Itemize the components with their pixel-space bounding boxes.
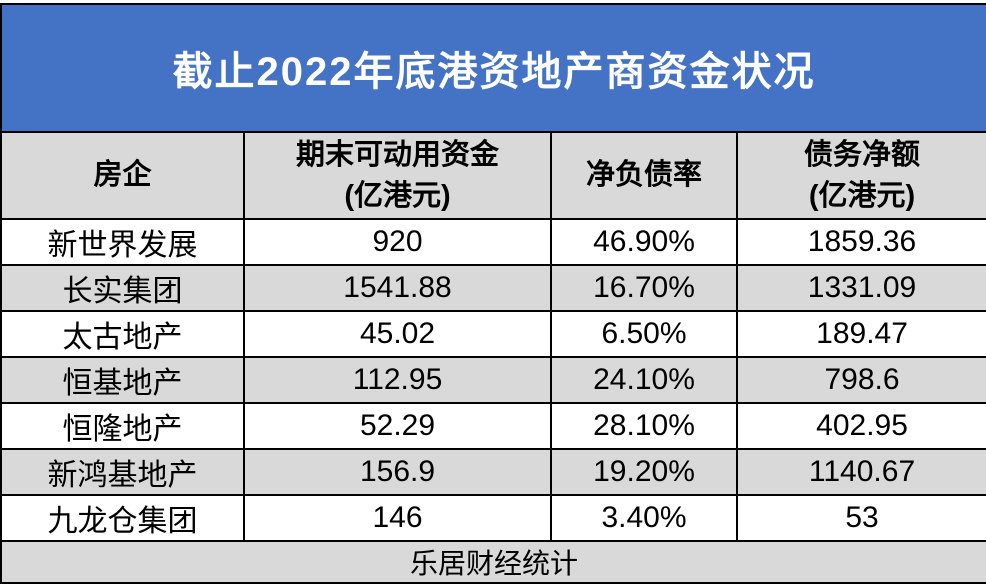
table-body: 新世界发展 920 46.90% 1859.36 长实集团 1541.88 16…	[0, 218, 986, 542]
available-funds-cell: 1541.88	[243, 264, 552, 312]
available-funds-cell: 146	[243, 494, 552, 542]
net-debt-cell: 402.95	[735, 402, 986, 450]
hk-developers-funding-table: 截止2022年底港资地产商资金状况 房企 期末可动用资金 (亿港元) 净负债率 …	[0, 3, 986, 584]
page-title: 截止2022年底港资地产商资金状况	[0, 3, 986, 133]
footer-row: 乐居财经统计	[0, 540, 986, 584]
company-cell: 新鸿基地产	[0, 448, 245, 496]
net-debt-ratio-cell: 3.40%	[550, 494, 738, 542]
column-header-company: 房企	[0, 131, 245, 220]
available-funds-cell: 45.02	[243, 310, 552, 358]
column-header-net-debt-ratio: 净负债率	[550, 131, 738, 220]
net-debt-cell: 53	[735, 494, 986, 542]
table-row: 长实集团 1541.88 16.70% 1331.09	[0, 264, 986, 312]
table-row: 新鸿基地产 156.9 19.20% 1140.67	[0, 448, 986, 496]
available-funds-cell: 156.9	[243, 448, 552, 496]
net-debt-ratio-cell: 28.10%	[550, 402, 738, 450]
table-row: 新世界发展 920 46.90% 1859.36	[0, 218, 986, 266]
net-debt-cell: 798.6	[735, 356, 986, 404]
table-row: 恒基地产 112.95 24.10% 798.6	[0, 356, 986, 404]
net-debt-cell: 1859.36	[735, 218, 986, 266]
company-cell: 长实集团	[0, 264, 245, 312]
net-debt-ratio-cell: 24.10%	[550, 356, 738, 404]
net-debt-cell: 1140.67	[735, 448, 986, 496]
company-cell: 恒隆地产	[0, 402, 245, 450]
company-cell: 九龙仓集团	[0, 494, 245, 542]
available-funds-cell: 112.95	[243, 356, 552, 404]
company-cell: 新世界发展	[0, 218, 245, 266]
column-header-available-funds: 期末可动用资金 (亿港元)	[243, 131, 552, 220]
net-debt-ratio-cell: 19.20%	[550, 448, 738, 496]
source-note: 乐居财经统计	[0, 540, 986, 584]
net-debt-ratio-cell: 16.70%	[550, 264, 738, 312]
table-row: 太古地产 45.02 6.50% 189.47	[0, 310, 986, 358]
available-funds-cell: 52.29	[243, 402, 552, 450]
available-funds-cell: 920	[243, 218, 552, 266]
company-cell: 太古地产	[0, 310, 245, 358]
table-row: 九龙仓集团 146 3.40% 53	[0, 494, 986, 542]
net-debt-cell: 189.47	[735, 310, 986, 358]
company-cell: 恒基地产	[0, 356, 245, 404]
net-debt-ratio-cell: 6.50%	[550, 310, 738, 358]
title-row: 截止2022年底港资地产商资金状况	[0, 3, 986, 133]
net-debt-ratio-cell: 46.90%	[550, 218, 738, 266]
net-debt-cell: 1331.09	[735, 264, 986, 312]
column-header-net-debt: 债务净额 (亿港元)	[735, 131, 986, 220]
table-row: 恒隆地产 52.29 28.10% 402.95	[0, 402, 986, 450]
header-row: 房企 期末可动用资金 (亿港元) 净负债率 债务净额 (亿港元)	[0, 131, 986, 220]
